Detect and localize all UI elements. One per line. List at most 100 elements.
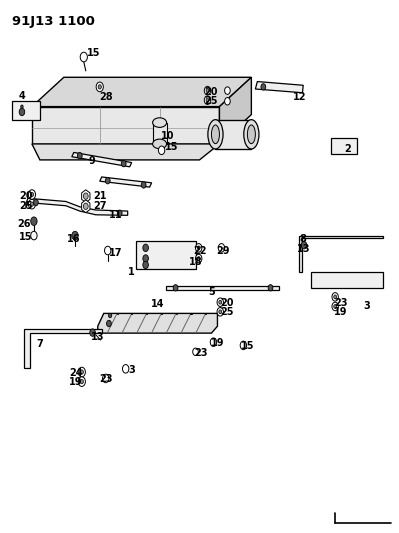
Circle shape xyxy=(107,320,111,327)
Circle shape xyxy=(28,190,36,199)
Circle shape xyxy=(77,152,82,159)
Polygon shape xyxy=(12,101,40,120)
Text: 15: 15 xyxy=(19,232,33,241)
Circle shape xyxy=(332,293,338,301)
Polygon shape xyxy=(166,286,279,290)
Circle shape xyxy=(268,285,273,291)
Polygon shape xyxy=(82,190,90,203)
Text: 23: 23 xyxy=(99,375,113,384)
Text: 22: 22 xyxy=(193,246,206,255)
Circle shape xyxy=(143,255,148,262)
Text: 16: 16 xyxy=(67,235,81,244)
Text: 19: 19 xyxy=(334,308,348,317)
Polygon shape xyxy=(32,107,219,144)
Circle shape xyxy=(80,370,83,374)
Polygon shape xyxy=(219,77,251,144)
Text: 15: 15 xyxy=(241,342,254,351)
Circle shape xyxy=(103,374,109,383)
Ellipse shape xyxy=(153,139,167,149)
Text: 8: 8 xyxy=(300,234,307,244)
Circle shape xyxy=(105,177,110,184)
Text: 7: 7 xyxy=(37,339,43,349)
Circle shape xyxy=(261,84,266,90)
Circle shape xyxy=(21,105,23,108)
Circle shape xyxy=(28,199,36,209)
Text: 15: 15 xyxy=(87,49,101,58)
Circle shape xyxy=(31,217,37,225)
Circle shape xyxy=(122,365,129,373)
Polygon shape xyxy=(215,120,251,149)
Polygon shape xyxy=(32,77,251,107)
Circle shape xyxy=(217,308,223,316)
Circle shape xyxy=(143,261,148,269)
Circle shape xyxy=(105,246,111,255)
Text: 5: 5 xyxy=(208,287,215,297)
Circle shape xyxy=(80,52,87,62)
Text: 20: 20 xyxy=(19,191,33,201)
Polygon shape xyxy=(82,200,90,213)
Text: 23: 23 xyxy=(334,298,348,308)
Circle shape xyxy=(206,98,209,102)
Text: 2: 2 xyxy=(344,144,350,154)
Ellipse shape xyxy=(208,119,223,149)
Polygon shape xyxy=(72,152,132,167)
Polygon shape xyxy=(100,177,152,187)
Circle shape xyxy=(90,329,95,336)
Circle shape xyxy=(19,108,25,116)
Text: 27: 27 xyxy=(93,201,107,211)
Text: 13: 13 xyxy=(91,332,105,342)
Circle shape xyxy=(173,285,178,291)
Text: 12: 12 xyxy=(292,92,306,102)
Text: 18: 18 xyxy=(189,257,202,267)
Polygon shape xyxy=(255,82,303,93)
Polygon shape xyxy=(331,138,357,154)
Ellipse shape xyxy=(211,125,219,143)
Circle shape xyxy=(225,98,230,105)
Polygon shape xyxy=(152,123,167,144)
Text: 28: 28 xyxy=(99,92,113,102)
Circle shape xyxy=(83,193,88,199)
Text: 25: 25 xyxy=(221,308,234,317)
Circle shape xyxy=(210,338,217,346)
Circle shape xyxy=(197,256,200,261)
Circle shape xyxy=(98,85,101,89)
Text: 15: 15 xyxy=(165,142,178,152)
Polygon shape xyxy=(26,198,128,215)
Circle shape xyxy=(334,304,337,309)
Circle shape xyxy=(240,341,247,350)
Text: 19: 19 xyxy=(69,377,83,387)
Circle shape xyxy=(206,88,209,93)
Circle shape xyxy=(30,192,34,197)
Circle shape xyxy=(197,246,200,250)
Text: 24: 24 xyxy=(69,368,83,378)
Text: 25: 25 xyxy=(205,96,218,106)
Circle shape xyxy=(30,202,34,206)
Polygon shape xyxy=(299,236,383,272)
Ellipse shape xyxy=(153,118,167,127)
Circle shape xyxy=(31,231,37,240)
Polygon shape xyxy=(24,329,102,368)
Circle shape xyxy=(141,182,146,188)
Text: 3: 3 xyxy=(128,365,135,375)
Text: 1: 1 xyxy=(128,267,135,277)
Text: 9: 9 xyxy=(89,156,95,166)
Text: 17: 17 xyxy=(109,248,122,258)
Circle shape xyxy=(196,244,202,252)
Text: 3: 3 xyxy=(364,302,370,311)
Text: 11: 11 xyxy=(109,211,122,220)
Circle shape xyxy=(332,302,338,311)
Text: 14: 14 xyxy=(151,299,164,309)
Circle shape xyxy=(219,300,222,304)
Circle shape xyxy=(218,244,225,252)
Polygon shape xyxy=(311,272,383,288)
Circle shape xyxy=(204,96,211,104)
Circle shape xyxy=(158,146,165,155)
Text: 13: 13 xyxy=(296,244,310,254)
Circle shape xyxy=(196,254,202,263)
Circle shape xyxy=(193,348,198,356)
Polygon shape xyxy=(32,144,219,160)
Circle shape xyxy=(204,86,211,95)
Circle shape xyxy=(225,87,230,94)
Text: 20: 20 xyxy=(221,298,234,308)
Text: 21: 21 xyxy=(93,191,107,201)
